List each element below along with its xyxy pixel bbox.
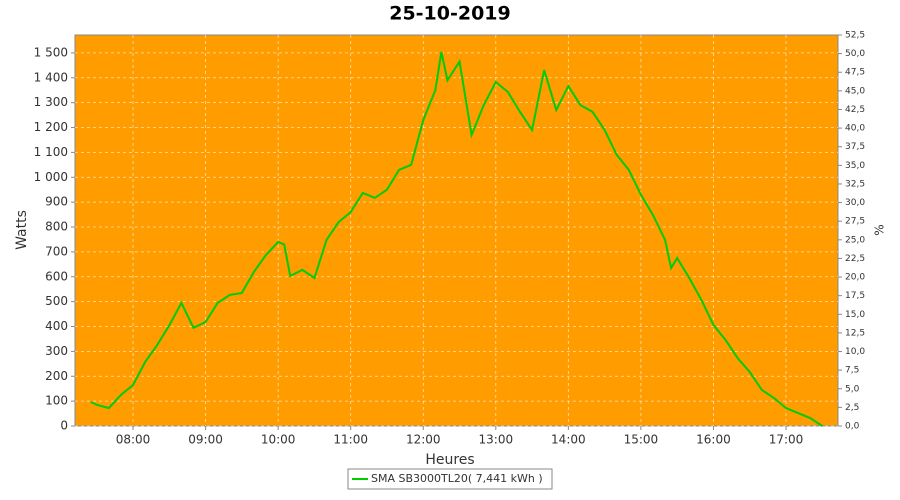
legend-box bbox=[347, 468, 553, 490]
y-tick-label: 600 bbox=[45, 269, 68, 283]
y-tick-label: 1 100 bbox=[34, 145, 68, 159]
x-tick-label: 08:00 bbox=[116, 433, 151, 447]
legend-label: SMA SB3000TL20( 7,441 kWh ) bbox=[371, 472, 543, 485]
x-tick-label: 13:00 bbox=[479, 433, 514, 447]
y-tick-label: 500 bbox=[45, 294, 68, 308]
y2-tick-label: 15,0 bbox=[845, 310, 865, 320]
x-tick-label: 14:00 bbox=[551, 433, 586, 447]
y2-tick-label: 30,0 bbox=[845, 198, 865, 208]
y2-tick-label: 37,5 bbox=[845, 142, 865, 152]
y2-tick-label: 27,5 bbox=[845, 217, 865, 227]
y-tick-label: 1 200 bbox=[34, 120, 68, 134]
x-tick-label: 09:00 bbox=[188, 433, 223, 447]
chart-title: 25-10-2019 bbox=[389, 3, 511, 25]
y2-tick-label: 20,0 bbox=[845, 273, 865, 283]
y2-tick-label: 5,0 bbox=[845, 384, 860, 394]
y-tick-label: 1 000 bbox=[34, 170, 68, 184]
y2-tick-label: 32,5 bbox=[845, 179, 865, 189]
line bbox=[90, 51, 823, 427]
y2-tick-label: 50,0 bbox=[845, 49, 865, 59]
y2-tick-label: 25,0 bbox=[845, 235, 865, 245]
y-tick-label: 900 bbox=[45, 195, 68, 209]
y-tick-label: 1 300 bbox=[34, 95, 68, 109]
y-tick-label: 800 bbox=[45, 220, 68, 234]
y2-tick-label: 10,0 bbox=[845, 347, 865, 357]
y-tick-label: 700 bbox=[45, 244, 68, 258]
y2-tick-label: 40,0 bbox=[845, 124, 865, 134]
x-tick-label: 11:00 bbox=[333, 433, 368, 447]
x-tick-label: 10:00 bbox=[261, 433, 296, 447]
y2-tick-label: 52,5 bbox=[845, 31, 865, 41]
x-tick-label: 17:00 bbox=[769, 433, 804, 447]
y-tick-label: 300 bbox=[45, 344, 68, 358]
y2-tick-label: 2,5 bbox=[845, 403, 859, 413]
y2-tick-label: 7,5 bbox=[845, 366, 859, 376]
plot-area bbox=[74, 34, 839, 427]
y-tick-label: 100 bbox=[45, 394, 68, 408]
y-tick-label: 400 bbox=[45, 319, 68, 333]
y-axis-label: Watts bbox=[14, 210, 30, 250]
y-tick-label: 1 500 bbox=[34, 45, 68, 59]
y2-tick-label: 17,5 bbox=[845, 291, 865, 301]
x-tick-label: 12:00 bbox=[406, 433, 441, 447]
y2-tick-label: 12,5 bbox=[845, 328, 865, 338]
y2-tick-label: 0,0 bbox=[845, 422, 860, 432]
y-tick-label: 1 400 bbox=[34, 70, 68, 84]
x-tick-label: 15:00 bbox=[624, 433, 659, 447]
x-tick-label: 16:00 bbox=[696, 433, 731, 447]
y2-tick-label: 45,0 bbox=[845, 86, 865, 96]
x-axis-label: Heures bbox=[425, 452, 474, 468]
y2-tick-label: 35,0 bbox=[845, 161, 865, 171]
y2-axis-label: % bbox=[873, 224, 887, 235]
y2-tick-label: 42,5 bbox=[845, 105, 865, 115]
y2-tick-label: 22,5 bbox=[845, 254, 865, 264]
y-tick-label: 0 bbox=[60, 419, 68, 433]
y2-tick-label: 47,5 bbox=[845, 68, 865, 78]
y-tick-label: 200 bbox=[45, 369, 68, 383]
